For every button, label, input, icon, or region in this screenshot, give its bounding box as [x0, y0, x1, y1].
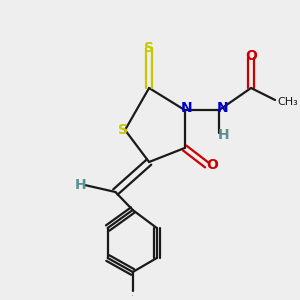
- Text: O: O: [207, 158, 218, 172]
- Text: S: S: [118, 123, 128, 137]
- Text: N: N: [216, 101, 228, 115]
- Text: CH₃: CH₃: [131, 295, 134, 296]
- Text: H: H: [75, 178, 87, 192]
- Text: S: S: [144, 41, 154, 55]
- Text: H: H: [217, 128, 229, 142]
- Text: N: N: [181, 101, 192, 115]
- Text: CH₃: CH₃: [277, 97, 298, 107]
- Text: O: O: [245, 49, 257, 63]
